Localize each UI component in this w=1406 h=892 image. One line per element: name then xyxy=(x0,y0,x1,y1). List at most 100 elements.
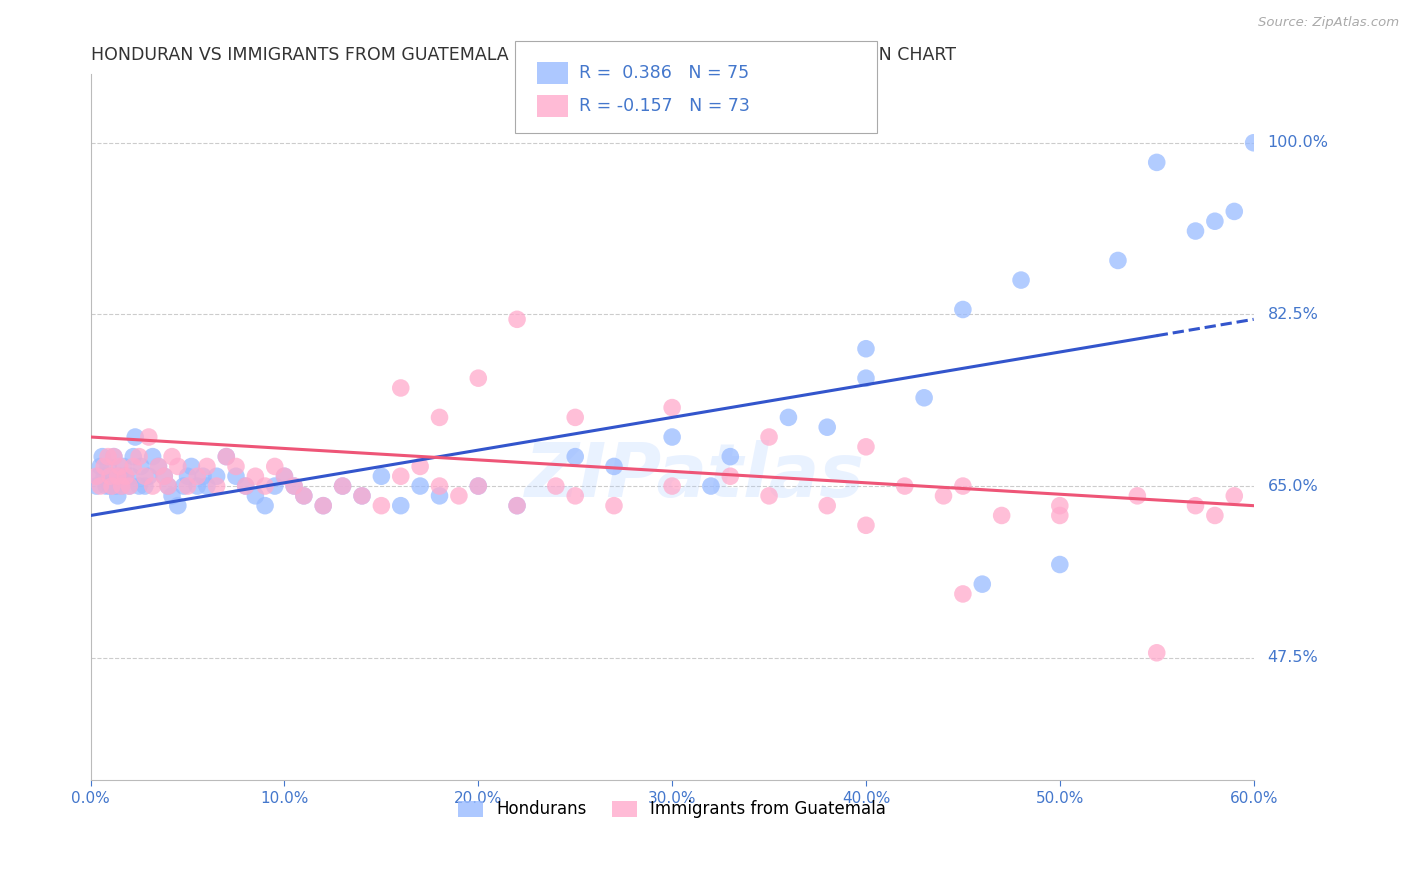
Point xyxy=(245,489,267,503)
Point xyxy=(429,410,451,425)
Point xyxy=(93,459,115,474)
Point xyxy=(1184,499,1206,513)
Point xyxy=(1010,273,1032,287)
Point xyxy=(506,499,529,513)
Text: R =  0.386   N = 75: R = 0.386 N = 75 xyxy=(579,64,749,82)
Point xyxy=(128,479,150,493)
Point xyxy=(225,469,247,483)
Point xyxy=(758,430,780,444)
Point xyxy=(111,479,134,493)
Point xyxy=(273,469,295,483)
Point xyxy=(205,469,228,483)
Point xyxy=(312,499,335,513)
Point xyxy=(544,479,567,493)
Point xyxy=(235,479,257,493)
Point xyxy=(215,450,238,464)
Point xyxy=(120,469,142,483)
Legend: Hondurans, Immigrants from Guatemala: Hondurans, Immigrants from Guatemala xyxy=(451,794,893,825)
Point xyxy=(1146,155,1168,169)
Point xyxy=(855,518,877,533)
Point xyxy=(312,499,335,513)
Point xyxy=(101,469,124,483)
Point xyxy=(114,469,136,483)
Point xyxy=(1049,508,1071,523)
Point xyxy=(195,479,218,493)
Point xyxy=(292,489,315,503)
Point xyxy=(447,489,470,503)
Point xyxy=(124,430,146,444)
Point xyxy=(103,450,125,464)
Point xyxy=(114,469,136,483)
Point xyxy=(89,459,111,474)
Point xyxy=(467,371,489,385)
Point xyxy=(467,479,489,493)
Point xyxy=(111,479,134,493)
Point xyxy=(107,489,129,503)
Point xyxy=(952,587,974,601)
Point xyxy=(108,459,131,474)
Text: ZIPatlas: ZIPatlas xyxy=(526,440,866,513)
Point xyxy=(134,479,156,493)
Point xyxy=(855,371,877,385)
Point xyxy=(87,469,110,483)
Point xyxy=(661,430,683,444)
Point xyxy=(153,469,176,483)
Point xyxy=(815,420,838,434)
Point xyxy=(718,469,741,483)
Point xyxy=(254,499,277,513)
Point xyxy=(661,401,683,415)
Point xyxy=(103,450,125,464)
Point xyxy=(129,459,152,474)
Point xyxy=(97,450,120,464)
Point xyxy=(191,469,214,483)
Point xyxy=(225,459,247,474)
Point xyxy=(283,479,305,493)
Point xyxy=(94,479,117,493)
Point xyxy=(93,469,115,483)
Text: 82.5%: 82.5% xyxy=(1268,307,1319,322)
Point xyxy=(118,479,141,493)
Point xyxy=(370,469,392,483)
Point xyxy=(912,391,935,405)
Point xyxy=(91,450,114,464)
Point xyxy=(263,459,285,474)
Point xyxy=(972,577,994,591)
Text: 100.0%: 100.0% xyxy=(1268,136,1329,150)
Point xyxy=(778,410,800,425)
Point xyxy=(1184,224,1206,238)
Point xyxy=(603,499,626,513)
Point xyxy=(389,381,412,395)
Point xyxy=(98,469,121,483)
Point xyxy=(467,479,489,493)
Point xyxy=(254,479,277,493)
Point xyxy=(283,479,305,493)
Point xyxy=(186,479,208,493)
Point xyxy=(160,489,183,503)
Point xyxy=(142,479,165,493)
Point xyxy=(148,459,170,474)
Point xyxy=(1107,253,1129,268)
Point xyxy=(166,459,188,474)
Text: Source: ZipAtlas.com: Source: ZipAtlas.com xyxy=(1258,16,1399,29)
Point xyxy=(350,489,373,503)
Point xyxy=(101,479,124,493)
Point xyxy=(389,499,412,513)
Point xyxy=(1223,489,1246,503)
Point xyxy=(86,479,108,493)
Text: R = -0.157   N = 73: R = -0.157 N = 73 xyxy=(579,97,751,115)
Point xyxy=(112,459,135,474)
Point xyxy=(758,489,780,503)
Point xyxy=(138,430,160,444)
Point xyxy=(409,479,432,493)
Point xyxy=(97,459,120,474)
Text: HONDURAN VS IMMIGRANTS FROM GUATEMALA IN LABOR FORCE | AGE > 16 CORRELATION CHAR: HONDURAN VS IMMIGRANTS FROM GUATEMALA IN… xyxy=(90,46,956,64)
Point xyxy=(815,499,838,513)
Point xyxy=(893,479,915,493)
Point xyxy=(180,459,202,474)
Point xyxy=(122,450,145,464)
Point xyxy=(157,479,180,493)
Point xyxy=(134,469,156,483)
Point xyxy=(86,469,108,483)
Point xyxy=(1049,558,1071,572)
Point xyxy=(603,459,626,474)
